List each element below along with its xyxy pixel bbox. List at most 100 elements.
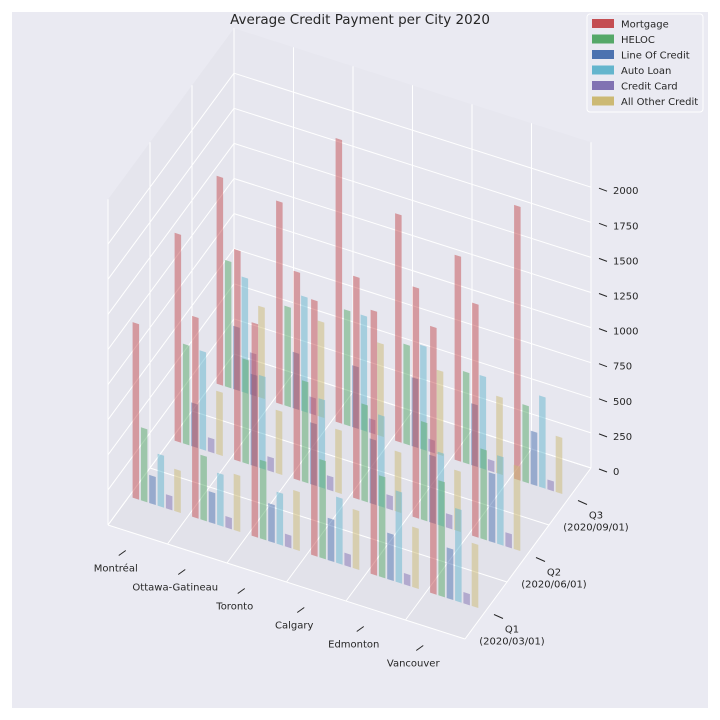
bar-all-other-credit-q1-city2 bbox=[233, 473, 241, 532]
bar-credit-card-q1-city3 bbox=[284, 533, 292, 549]
x-tick-label: Calgary bbox=[275, 621, 313, 632]
y-tick bbox=[577, 500, 588, 505]
bar-heloc-q3-city2 bbox=[284, 305, 291, 408]
y-tick-label: Q3 (2020/09/01) bbox=[563, 511, 629, 534]
x-tick bbox=[296, 607, 305, 613]
bar-all-other-credit-q3-city4 bbox=[436, 369, 444, 456]
gridline bbox=[233, 107, 592, 223]
bar-auto-loan-q3-city6 bbox=[539, 395, 546, 489]
legend: Mortgage HELOC Line Of Credit Auto Loan Cred… bbox=[586, 13, 704, 113]
legend-label: Auto Loan bbox=[621, 66, 671, 77]
bar-all-other-credit-q3-city3 bbox=[377, 342, 384, 437]
bar-auto-loan-q2-city1 bbox=[199, 350, 207, 451]
bar-auto-loan-q1-city4 bbox=[336, 496, 343, 565]
gridline bbox=[405, 448, 532, 621]
legend-swatch bbox=[592, 50, 614, 59]
x-tick bbox=[177, 569, 186, 575]
z-tick bbox=[598, 187, 608, 192]
gridline bbox=[107, 143, 235, 315]
left-pane bbox=[108, 28, 234, 526]
bar-mortgage-q3-city3 bbox=[335, 138, 343, 424]
bar-heloc-q2-city1 bbox=[182, 343, 190, 446]
bar-heloc-q2-city3 bbox=[301, 380, 309, 484]
bars bbox=[132, 138, 563, 608]
bar-credit-card-q1-city2 bbox=[225, 516, 232, 530]
bar-credit-card-q2-city2 bbox=[267, 456, 274, 473]
bar-heloc-q3-city3 bbox=[343, 309, 351, 427]
bar-credit-card-q1-city4 bbox=[344, 552, 351, 568]
bar-mortgage-q2-city1 bbox=[174, 232, 182, 443]
bar-line-of-credit-q1-city3 bbox=[268, 503, 275, 543]
bar-all-other-credit-q1-city5 bbox=[412, 526, 419, 589]
bar-heloc-q2-city5 bbox=[420, 421, 428, 522]
bar-mortgage-q2-city5 bbox=[412, 286, 420, 519]
bar-heloc-q3-city1 bbox=[224, 259, 232, 389]
z-tick-label: 500 bbox=[613, 397, 632, 408]
bar-mortgage-q2-city2 bbox=[234, 249, 241, 462]
bar-all-other-credit-q3-city6 bbox=[555, 435, 563, 494]
gridline bbox=[107, 318, 235, 491]
gridline bbox=[464, 467, 592, 640]
bar-credit-card-q2-city1 bbox=[207, 437, 215, 454]
z-tick-label: 1250 bbox=[613, 292, 638, 303]
legend-box bbox=[586, 13, 704, 113]
x-tick bbox=[356, 626, 365, 632]
y-tick bbox=[535, 557, 546, 562]
gridline bbox=[345, 429, 473, 602]
gridline bbox=[233, 72, 592, 188]
legend-swatch bbox=[592, 65, 614, 75]
bar-heloc-q3-city5 bbox=[462, 371, 470, 465]
y-tick-label: Q1 (2020/03/01) bbox=[479, 625, 545, 648]
gridline bbox=[107, 108, 235, 280]
x-tick bbox=[118, 550, 127, 556]
bar-mortgage-q3-city5 bbox=[454, 254, 462, 462]
z-tick-label: 0 bbox=[613, 467, 619, 478]
z-tick bbox=[598, 293, 608, 297]
bar-auto-loan-q1-city5 bbox=[395, 490, 403, 584]
bar-heloc-q3-city4 bbox=[403, 343, 410, 446]
bar-heloc-q2-city4 bbox=[361, 403, 368, 503]
bar-mortgage-q2-city4 bbox=[353, 275, 360, 500]
bar-all-other-credit-q2-city1 bbox=[216, 390, 223, 456]
bar-mortgage-q3-city1 bbox=[216, 175, 224, 386]
bar-all-other-credit-q2-city3 bbox=[335, 428, 342, 494]
axis-ticks: Montréal Ottawa-Gatineau Toronto Calgary Edm… bbox=[94, 186, 639, 669]
z-tick bbox=[598, 398, 608, 403]
bar-heloc-q2-city2 bbox=[242, 358, 249, 465]
bar-credit-card-q2-city6 bbox=[505, 532, 512, 549]
bar-line-of-credit-q1-city6 bbox=[446, 547, 454, 600]
bar-heloc-q2-city6 bbox=[480, 448, 487, 541]
bar-mortgage-q3-city6 bbox=[514, 204, 521, 481]
bar-credit-card-q2-city5 bbox=[445, 513, 453, 530]
legend-label: Mortgage bbox=[621, 20, 669, 31]
bar-heloc-q1-city4 bbox=[319, 459, 326, 560]
legend-swatch bbox=[592, 96, 614, 106]
legend-label: All Other Credit bbox=[621, 97, 698, 108]
x-tick-label: Edmonton bbox=[328, 640, 379, 651]
gridline bbox=[233, 248, 592, 364]
gridline bbox=[233, 178, 592, 293]
z-tick-label: 1000 bbox=[613, 327, 638, 338]
bar-credit-card-q1-city1 bbox=[165, 494, 173, 511]
gridline bbox=[233, 142, 592, 258]
bar-heloc-q1-city2 bbox=[200, 454, 207, 522]
bar-auto-loan-q1-city6 bbox=[455, 508, 462, 603]
bar-auto-loan-q2-city2 bbox=[259, 375, 266, 470]
bar-heloc-q1-city6 bbox=[438, 480, 445, 598]
bar-credit-card-q1-city5 bbox=[403, 573, 411, 587]
bar-credit-card-q1-city6 bbox=[463, 592, 470, 606]
z-tick-label: 1500 bbox=[613, 256, 638, 267]
bar-line-of-credit-q2-city6 bbox=[488, 472, 496, 543]
bar-auto-loan-q3-city5 bbox=[479, 375, 487, 470]
x-tick bbox=[237, 588, 246, 594]
legend-swatch bbox=[592, 34, 614, 44]
bar-mortgage-q2-city6 bbox=[472, 302, 479, 538]
bar-line-of-credit-q1-city4 bbox=[327, 517, 335, 562]
bar-mortgage-q2-city3 bbox=[293, 270, 301, 481]
gridline bbox=[233, 283, 592, 399]
x-tick-label: Montréal bbox=[94, 563, 138, 575]
bar-all-other-credit-q2-city6 bbox=[513, 464, 521, 551]
gridline bbox=[226, 391, 354, 564]
bar-all-other-credit-q1-city1 bbox=[174, 468, 181, 513]
z-tick bbox=[598, 328, 608, 333]
